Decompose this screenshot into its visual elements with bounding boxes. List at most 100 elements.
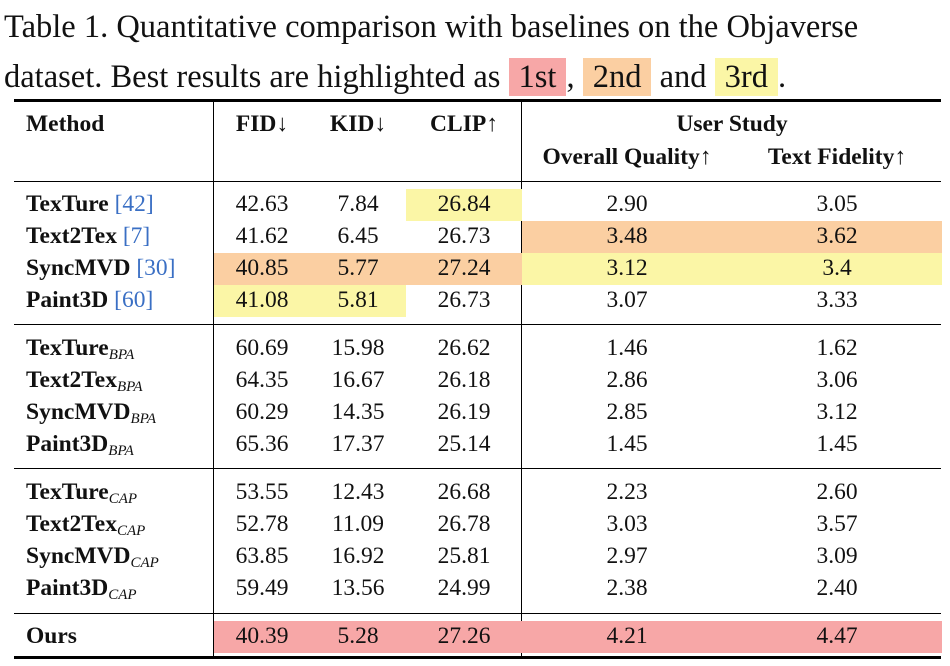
value-oq: 2.90 xyxy=(606,191,648,217)
method-label: TexTure xyxy=(26,479,109,505)
header-user-study: User Study xyxy=(676,111,788,137)
method-label: SyncMVD xyxy=(26,255,131,281)
method-name: Paint3DCAP xyxy=(14,572,214,604)
value-clip: 26.78 xyxy=(437,511,491,537)
method-name: TexTureBPA xyxy=(14,332,214,364)
value-kid: 11.09 xyxy=(331,511,384,537)
method-subscript: BPA xyxy=(116,379,143,395)
caption-text: dataset. Best results are highlighted as xyxy=(4,59,501,95)
legend-third: 3rd xyxy=(714,58,778,96)
highlight-second xyxy=(214,253,522,285)
value-clip: 26.62 xyxy=(437,335,491,361)
caption-comma: , xyxy=(566,59,575,95)
value-oq: 3.48 xyxy=(606,223,648,249)
method-name: Text2TexBPA xyxy=(14,364,214,396)
value-kid: 15.98 xyxy=(331,335,385,361)
value-kid: 6.45 xyxy=(337,223,379,249)
value-tf: 2.60 xyxy=(816,479,858,505)
method-subscript: CAP xyxy=(130,555,159,571)
value-kid: 7.84 xyxy=(337,191,379,217)
value-tf: 1.62 xyxy=(816,335,858,361)
value-fid: 41.62 xyxy=(235,223,289,249)
method-name: SyncMVDCAP xyxy=(14,540,214,572)
method-name: Paint3DBPA xyxy=(14,428,214,460)
method-name: TexTure [42] xyxy=(14,188,214,220)
header-clip: CLIP↑ xyxy=(430,111,498,137)
column-divider xyxy=(521,101,523,656)
caption-and: and xyxy=(659,59,707,95)
value-tf: 3.62 xyxy=(816,223,858,249)
value-fid: 40.39 xyxy=(235,623,289,649)
value-kid: 17.37 xyxy=(331,431,385,457)
value-fid: 41.08 xyxy=(235,287,289,313)
value-tf: 3.4 xyxy=(822,255,852,281)
method-name: SyncMVDBPA xyxy=(14,396,214,428)
method-label: SyncMVD xyxy=(26,543,131,569)
highlight-third xyxy=(522,253,942,285)
table-caption: Table 1. Quantitative comparison with ba… xyxy=(4,2,948,102)
method-name: Ours xyxy=(14,620,214,652)
highlight-third xyxy=(214,285,406,317)
value-fid: 60.69 xyxy=(235,335,289,361)
method-label: Ours xyxy=(26,623,77,649)
value-fid: 42.63 xyxy=(235,191,289,217)
value-oq: 3.07 xyxy=(606,287,648,313)
table-rule xyxy=(14,181,941,183)
legend-first: 1st xyxy=(508,58,567,96)
header-fid: FID↓ xyxy=(235,111,289,137)
highlight-second xyxy=(522,221,942,253)
value-tf: 3.06 xyxy=(816,367,858,393)
method-label: SyncMVD xyxy=(26,399,131,425)
method-label: TexTure xyxy=(26,191,109,217)
caption-period: . xyxy=(777,59,787,95)
value-oq: 2.86 xyxy=(606,367,648,393)
method-subscript: CAP xyxy=(108,491,138,507)
value-kid: 13.56 xyxy=(331,575,385,601)
value-fid: 64.35 xyxy=(235,367,289,393)
value-kid: 12.43 xyxy=(331,479,385,505)
value-fid: 60.29 xyxy=(235,399,289,425)
value-fid: 59.49 xyxy=(235,575,289,601)
caption-line-2: dataset. Best results are highlighted as… xyxy=(4,52,948,102)
value-fid: 52.78 xyxy=(235,511,289,537)
citation-link[interactable]: [42] xyxy=(114,191,154,217)
method-name: Text2Tex [7] xyxy=(14,220,214,252)
method-name: TexTureCAP xyxy=(14,476,214,508)
value-kid: 5.81 xyxy=(337,287,379,313)
method-label: Paint3D xyxy=(26,287,109,313)
header-method: Method xyxy=(26,111,105,137)
table-rule xyxy=(14,99,941,102)
method-name: Paint3D [60] xyxy=(14,284,214,316)
method-name: Text2TexCAP xyxy=(14,508,214,540)
header-overall-quality: Overall Quality↑ xyxy=(542,144,712,170)
method-name: SyncMVD [30] xyxy=(14,252,214,284)
header-text-fidelity: Text Fidelity↑ xyxy=(767,144,907,170)
value-kid: 14.35 xyxy=(331,399,385,425)
value-tf: 1.45 xyxy=(816,431,858,457)
value-tf: 4.47 xyxy=(816,623,858,649)
value-clip: 25.14 xyxy=(437,431,491,457)
method-subscript: CAP xyxy=(116,523,146,539)
value-kid: 16.92 xyxy=(331,543,385,569)
method-label: Paint3D xyxy=(26,575,109,601)
value-oq: 2.23 xyxy=(606,479,648,505)
method-subscript: CAP xyxy=(108,587,137,603)
value-tf: 3.12 xyxy=(816,399,858,425)
citation-link[interactable]: [7] xyxy=(122,223,151,249)
method-label: TexTure xyxy=(26,335,109,361)
caption-line-1: Table 1. Quantitative comparison with ba… xyxy=(4,9,859,45)
table-rule xyxy=(14,613,941,615)
value-oq: 2.85 xyxy=(606,399,648,425)
value-oq: 4.21 xyxy=(606,623,648,649)
citation-link[interactable]: [30] xyxy=(136,255,176,281)
value-oq: 1.45 xyxy=(606,431,648,457)
value-clip: 26.73 xyxy=(437,287,491,313)
column-divider xyxy=(213,101,215,656)
value-oq: 1.46 xyxy=(606,335,648,361)
value-oq: 3.03 xyxy=(606,511,648,537)
value-clip: 26.68 xyxy=(437,479,491,505)
value-clip: 26.84 xyxy=(437,191,491,217)
method-subscript: BPA xyxy=(108,347,135,363)
citation-link[interactable]: [60] xyxy=(114,287,154,313)
value-kid: 16.67 xyxy=(331,367,385,393)
